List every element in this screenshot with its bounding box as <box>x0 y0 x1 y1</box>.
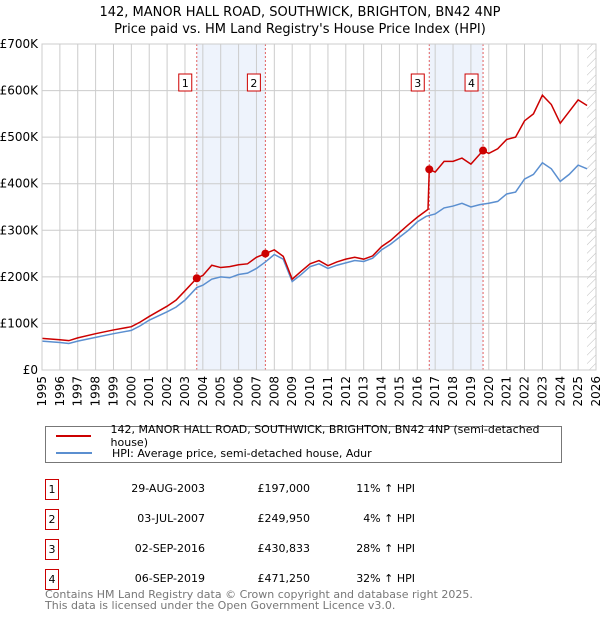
sale-hpi-diff: 32% ↑ HPI <box>356 572 415 585</box>
sale-marker-box <box>464 73 479 92</box>
x-tick-label: 1999 <box>106 376 120 407</box>
sale-date: 06-SEP-2019 <box>134 572 205 585</box>
x-tick-label: 2018 <box>446 376 460 407</box>
x-tick-label: 1996 <box>53 376 67 407</box>
legend-item-hpi: HPI: Average price, semi-detached house,… <box>56 445 372 461</box>
sale-date: 02-SEP-2016 <box>134 542 205 555</box>
x-tick-label: 2000 <box>124 376 138 407</box>
x-tick-label: 1995 <box>35 376 49 407</box>
x-tick-label: 2012 <box>339 376 353 407</box>
property-price-line <box>41 93 588 342</box>
y-tick-label: £0 <box>23 363 38 377</box>
sale-hpi-diff: 11% ↑ HPI <box>356 482 415 495</box>
y-tick-label: £600K <box>0 84 39 98</box>
x-tick-label: 2007 <box>249 376 263 407</box>
subtitle-line: Price paid vs. HM Land Registry's House … <box>114 22 486 37</box>
sale-point <box>261 249 270 258</box>
sale-number-badge: 3 <box>45 539 59 560</box>
hpi-line <box>41 161 588 345</box>
y-tick-label: £200K <box>0 270 39 284</box>
x-tick-label: 2025 <box>571 376 585 407</box>
x-tick-label: 2006 <box>232 376 246 407</box>
y-tick-label: £300K <box>0 223 39 237</box>
sale-number-badge: 4 <box>45 569 59 590</box>
x-tick-label: 2003 <box>178 376 192 407</box>
y-tick-label: £400K <box>0 177 39 191</box>
sale-marker-number: 4 <box>468 77 475 90</box>
sale-price: £471,250 <box>257 572 311 585</box>
x-tick-label: 2011 <box>321 376 335 407</box>
legend-swatch-blue <box>56 452 92 454</box>
footer: Contains HM Land Registry data © Crown c… <box>45 589 473 611</box>
plot-border <box>41 43 597 371</box>
chart-title: 142, MANOR HALL ROAD, SOUTHWICK, BRIGHTO… <box>0 4 600 38</box>
legend-label: HPI: Average price, semi-detached house,… <box>112 446 372 460</box>
x-tick-label: 2022 <box>518 376 532 407</box>
sale-marker-number: 1 <box>182 77 189 90</box>
x-tick-label: 2013 <box>357 376 371 407</box>
sale-point <box>479 146 488 155</box>
sale-number-badge: 1 <box>45 479 59 500</box>
sale-date: 29-AUG-2003 <box>131 482 205 495</box>
x-tick-label: 1997 <box>71 376 85 407</box>
legend-item-property: 142, MANOR HALL ROAD, SOUTHWICK, BRIGHTO… <box>56 423 561 449</box>
future-hatch <box>587 44 596 370</box>
legend: 142, MANOR HALL ROAD, SOUTHWICK, BRIGHTO… <box>45 423 562 463</box>
legend-swatch-red <box>56 435 91 437</box>
x-tick-label: 2009 <box>285 376 299 407</box>
sale-point <box>192 274 201 283</box>
y-tick-label: £500K <box>0 130 39 144</box>
x-tick-label: 2020 <box>482 376 496 407</box>
x-tick-label: 2026 <box>589 376 600 407</box>
y-tick-label: £100K <box>0 316 39 330</box>
shaded-period <box>196 44 266 370</box>
x-tick-label: 2015 <box>392 376 406 407</box>
sale-date: 03-JUL-2007 <box>137 512 205 525</box>
shaded-period <box>429 44 484 370</box>
sale-hpi-diff: 4% ↑ HPI <box>363 512 415 525</box>
x-tick-label: 2014 <box>375 376 389 407</box>
x-tick-label: 2019 <box>464 376 478 407</box>
price-chart: 1995 1996 1997 1998 1999 2000 2001 2002 2003 2004… <box>0 37 600 407</box>
x-tick-label: 2004 <box>196 376 210 407</box>
x-tick-label: 2023 <box>535 376 549 407</box>
sale-price: £197,000 <box>257 482 311 495</box>
sale-marker-number: 3 <box>414 77 421 90</box>
x-tick-label: 2017 <box>428 376 442 407</box>
x-tick-label: 2005 <box>214 376 228 407</box>
sale-price: £249,950 <box>257 512 311 525</box>
x-tick-label: 2021 <box>500 376 514 407</box>
footer-line: This data is licensed under the Open Gov… <box>45 599 396 612</box>
sale-point <box>425 165 434 174</box>
sale-hpi-diff: 28% ↑ HPI <box>356 542 415 555</box>
x-tick-label: 1998 <box>89 376 103 407</box>
x-tick-label: 2016 <box>410 376 424 407</box>
title-line: 142, MANOR HALL ROAD, SOUTHWICK, BRIGHTO… <box>99 5 501 20</box>
x-tick-label: 2024 <box>553 376 567 407</box>
x-tick-label: 2008 <box>267 376 281 407</box>
sale-marker-box <box>246 73 261 92</box>
sale-marker-number: 2 <box>250 77 257 90</box>
sale-number-badge: 2 <box>45 509 59 530</box>
x-tick-label: 2002 <box>160 376 174 407</box>
y-tick-label: £700K <box>0 37 39 51</box>
legend-label: 142, MANOR HALL ROAD, SOUTHWICK, BRIGHTO… <box>110 423 540 449</box>
footer-line: Contains HM Land Registry data © Crown c… <box>45 588 473 601</box>
x-tick-label: 2001 <box>142 376 156 407</box>
x-tick-label: 2010 <box>303 376 317 407</box>
sale-price: £430,833 <box>257 542 311 555</box>
sale-marker-box <box>178 73 193 92</box>
sale-marker-box <box>410 73 425 92</box>
